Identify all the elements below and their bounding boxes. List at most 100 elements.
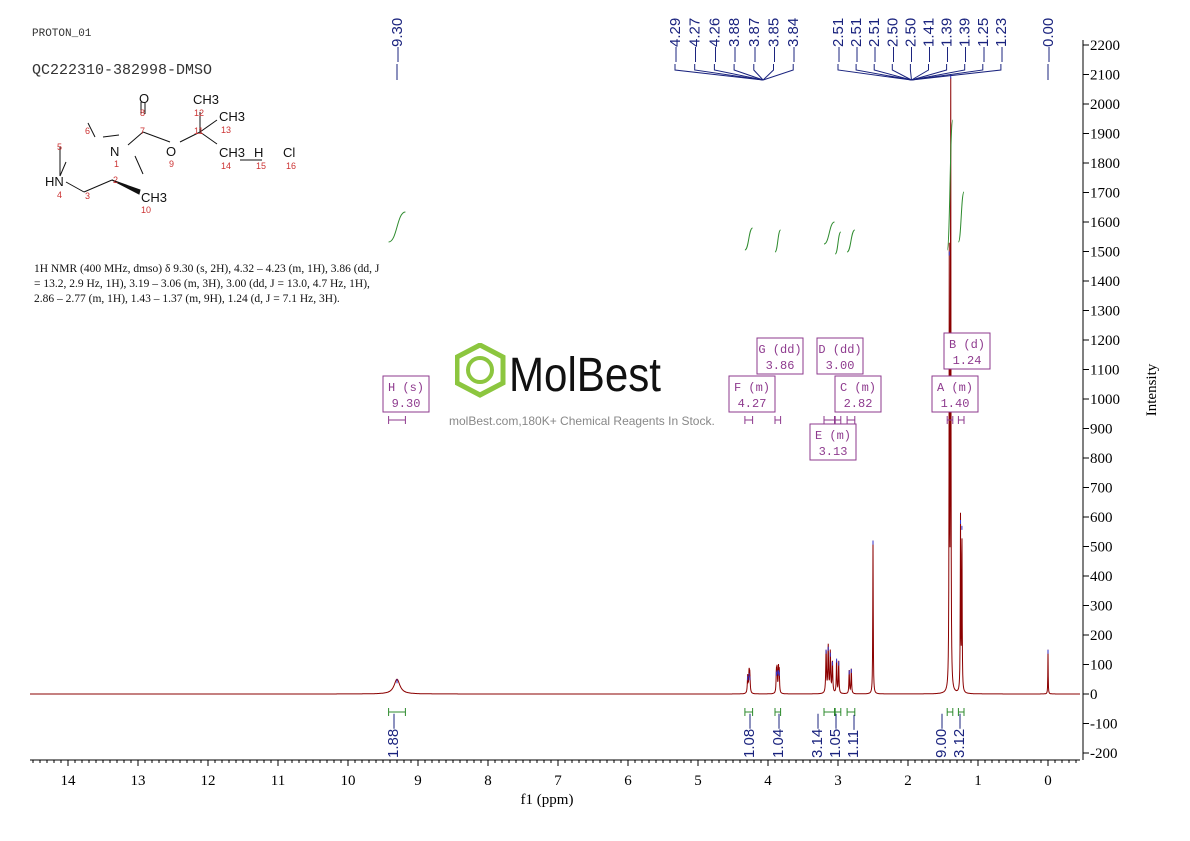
integral-curve: [957, 191, 965, 243]
integral-curve: [823, 221, 835, 245]
y-tick-label: 2100: [1090, 68, 1120, 84]
atom-number: 13: [221, 125, 231, 135]
y-axis-label: Intensity: [1144, 363, 1160, 416]
peak-leader-line: [694, 64, 764, 81]
atom-number: 7: [140, 126, 145, 136]
multiplet-shift: 3.00: [826, 359, 855, 373]
integral-curve: [388, 211, 406, 243]
atom-number: 5: [57, 142, 62, 152]
atom-number: 9: [169, 159, 174, 169]
multiplet-shift: 3.13: [819, 445, 848, 459]
peak-shift-label: —3.88: [726, 18, 743, 62]
x-tick-label: 4: [764, 773, 772, 789]
atom-number: 2: [113, 175, 118, 185]
integral-bracket: [846, 708, 856, 716]
multiplet-shift: 2.82: [844, 397, 873, 411]
peak-shift-label: —1.25: [975, 18, 992, 62]
integral-curve: [946, 119, 954, 251]
peak-shift-label: —2.51: [866, 18, 883, 62]
peak-shift-label: —2.51: [830, 18, 847, 62]
peak-leader-line: [911, 64, 948, 81]
molbest-logo-icon: MolBest: [454, 342, 661, 402]
atom-number: 11: [194, 126, 203, 136]
y-tick-label: 1100: [1090, 363, 1119, 379]
atom-number: 1: [114, 159, 119, 169]
y-tick-label: -100: [1090, 717, 1118, 733]
y-tick-label: 1200: [1090, 333, 1120, 349]
peak-leader-line: [911, 64, 1002, 81]
peak-shift-label: —9.30: [389, 18, 406, 62]
multiplet-shift: 3.86: [766, 359, 795, 373]
atom-label: O: [166, 144, 176, 159]
atom-number: 6: [85, 126, 90, 136]
peak-leader-line: [855, 64, 912, 81]
atom-number: 4: [57, 190, 62, 200]
integral-curve: [744, 227, 753, 251]
brand-name: MolBest: [509, 349, 661, 399]
x-tick-label: 8: [484, 773, 492, 789]
multiplet-range: [834, 416, 842, 424]
y-tick-label: 600: [1090, 510, 1113, 526]
x-tick-label: 12: [201, 773, 216, 789]
integral-bracket: [946, 708, 954, 716]
multiplet-box: [816, 337, 864, 375]
multiplet-range: [946, 416, 954, 424]
multiplet-range: [388, 416, 406, 424]
x-tick-label: 10: [341, 773, 356, 789]
integral-value: 9.00—: [933, 714, 950, 758]
integral-value: 3.12—: [951, 714, 968, 758]
peak-leader-line: [873, 64, 912, 81]
peak-leader-line: [762, 64, 774, 81]
atom-label: CH3: [141, 190, 167, 205]
integral-bracket: [834, 708, 842, 716]
x-tick-label: 1: [974, 773, 982, 789]
peak-shift-label: —3.84: [785, 18, 802, 62]
watermark-logo: MolBest: [454, 342, 665, 404]
x-tick-label: 2: [904, 773, 912, 789]
atom-number: 15: [256, 161, 266, 171]
multiplet-range: [846, 416, 856, 424]
sample-id: QC222310-382998-DMSO: [32, 62, 213, 79]
multiplet-box: [809, 423, 857, 461]
integral-value: 1.04—: [770, 714, 787, 758]
atom-number: 14: [221, 161, 231, 171]
peak-leader-line: [891, 64, 912, 81]
integral-curve: [774, 229, 782, 253]
y-tick-label: 900: [1090, 422, 1113, 438]
multiplet-range: [957, 416, 965, 424]
atom-label: CH3: [219, 145, 245, 160]
peak-shift-label: —2.50: [902, 18, 919, 62]
y-tick-label: 100: [1090, 658, 1113, 674]
x-tick-label: 9: [414, 773, 422, 789]
watermark-tagline: molBest.com,180K+ Chemical Reagents In S…: [449, 414, 715, 428]
peak-leader-line: [713, 64, 764, 81]
x-tick-label: 3: [834, 773, 842, 789]
y-tick-label: 500: [1090, 540, 1113, 556]
y-tick-label: 1800: [1090, 156, 1120, 172]
multiplet-type: B (d): [949, 338, 985, 352]
peak-shift-label: —3.85: [766, 18, 783, 62]
multiplet-type: C (m): [840, 381, 876, 395]
atom-number: 12: [194, 108, 204, 118]
peak-leader-line: [911, 64, 966, 81]
atom-label: N: [110, 144, 119, 159]
peak-leader-line: [753, 64, 764, 81]
atom-label: CH3: [219, 109, 245, 124]
y-tick-label: 0: [1090, 687, 1098, 703]
peak-shift-label: —2.51: [848, 18, 865, 62]
multiplet-shift: 1.24: [953, 354, 982, 368]
peak-shift-label: —4.27: [687, 18, 704, 62]
multiplet-shift: 9.30: [392, 397, 421, 411]
integral-bracket: [823, 708, 835, 716]
integral-curve: [846, 229, 856, 253]
x-tick-label: 0: [1044, 773, 1052, 789]
integral-value: 1.88—: [385, 714, 402, 758]
peak-shift-label: —1.39: [939, 18, 956, 62]
multiplet-box: [728, 375, 776, 413]
y-tick-label: 1000: [1090, 392, 1120, 408]
peak-shift-label: —4.29: [667, 18, 684, 62]
peak-leader-line: [674, 64, 764, 81]
peak-leader-line: [911, 64, 929, 81]
y-tick-label: 1400: [1090, 274, 1120, 290]
